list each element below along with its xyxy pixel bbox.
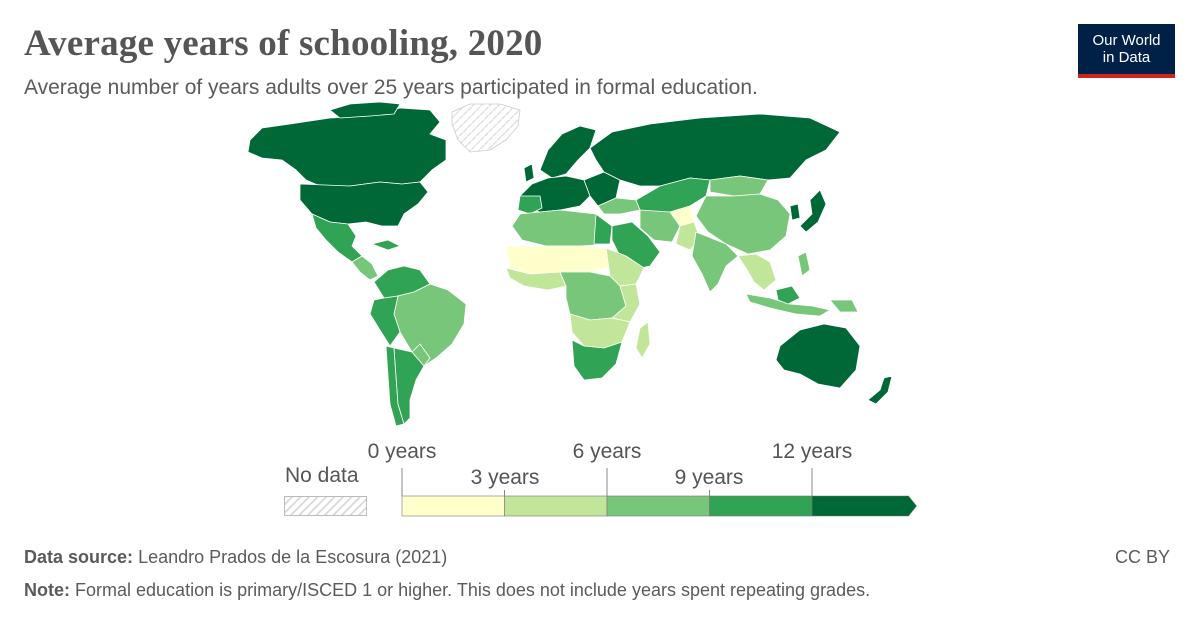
legend-label-9: 9 years: [674, 466, 744, 489]
legend-bin-3[interactable]: [504, 495, 608, 517]
region-russia: [589, 113, 841, 187]
region-papua-new-guinea: [829, 299, 859, 313]
region-egypt: [593, 213, 613, 245]
chart-title: Average years of schooling, 2020: [24, 23, 543, 64]
region-australia: [775, 323, 861, 389]
owid-logo[interactable]: Our World in Data: [1078, 24, 1175, 78]
data-source-text[interactable]: Leandro Prados de la Escosura (2021): [138, 547, 448, 567]
legend-bin-6[interactable]: [606, 495, 710, 517]
region-southeast-asia: [737, 253, 777, 291]
legend-bin-12[interactable]: [811, 495, 917, 517]
legend-bin-9[interactable]: [709, 495, 813, 517]
region-uruguay-paraguay: [411, 343, 431, 367]
legend-label-6: 6 years: [572, 440, 642, 463]
region-arctic-islands: [329, 101, 401, 119]
region-china: [695, 193, 791, 255]
legend-bin-0[interactable]: [401, 495, 505, 517]
region-west-africa: [505, 267, 567, 291]
logo-line-1: Our World: [1092, 32, 1161, 49]
region-sahel: [505, 245, 613, 275]
legend-no-data-swatch: [284, 496, 367, 516]
region-philippines: [797, 251, 811, 277]
data-source-label: Data source:: [24, 547, 134, 567]
region-new-zealand: [867, 375, 893, 405]
region-scandinavia: [539, 125, 597, 179]
region-iberia: [517, 195, 543, 215]
region-japan: [799, 189, 827, 233]
legend-label-3: 3 years: [470, 466, 540, 489]
region-peru-bolivia: [369, 295, 401, 347]
region-central-america: [351, 255, 379, 281]
region-greenland: [451, 103, 521, 153]
legend-label-0: 0 years: [367, 440, 437, 463]
note-text: Formal education is primary/ISCED 1 or h…: [75, 580, 871, 600]
note-line: Note: Formal education is primary/ISCED …: [24, 580, 870, 601]
legend-no-data-label: No data: [285, 464, 359, 487]
region-uk: [523, 163, 535, 183]
region-korea: [789, 203, 801, 221]
license-link[interactable]: CC BY: [1114, 547, 1170, 567]
region-madagascar: [635, 321, 651, 359]
region-borneo: [775, 285, 801, 305]
region-southern-africa: [571, 339, 623, 381]
data-source-line: Data source: Leandro Prados de la Escosu…: [24, 547, 447, 568]
logo-line-2: in Data: [1102, 49, 1151, 66]
region-cuba: [371, 239, 401, 251]
world-map: [247, 101, 893, 427]
region-north-africa: [511, 209, 613, 247]
region-india: [691, 231, 739, 293]
note-label: Note:: [24, 580, 70, 600]
chart-subtitle: Average number of years adults over 25 y…: [24, 76, 758, 99]
legend-label-12: 12 years: [771, 440, 853, 463]
